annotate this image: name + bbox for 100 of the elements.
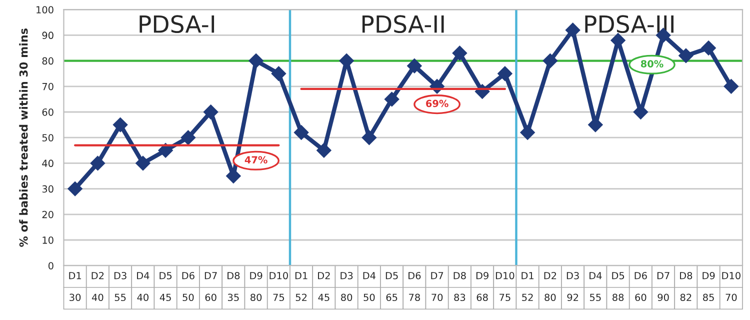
y-tick-label: 30 — [42, 185, 54, 193]
point — [316, 143, 332, 158]
x-tick-label: D4 — [590, 272, 602, 280]
x-tick-label: D9 — [476, 272, 488, 280]
data-label: 90 — [658, 294, 669, 302]
point — [498, 66, 512, 81]
x-tick-label: D1 — [522, 272, 534, 280]
data-label: 50 — [182, 294, 194, 302]
point — [633, 104, 648, 120]
data-label: 92 — [567, 294, 578, 302]
x-tick-label: D4 — [363, 272, 376, 280]
point — [90, 156, 106, 171]
data-label: 52 — [522, 294, 533, 302]
y-tick-label: 20 — [42, 210, 54, 218]
data-label: 80 — [250, 294, 262, 302]
point — [294, 125, 309, 140]
x-tick-label: D5 — [386, 272, 398, 280]
point — [520, 125, 535, 140]
point — [136, 156, 150, 171]
data-label: 47% — [244, 156, 268, 164]
data-label: 30 — [70, 294, 81, 302]
point — [248, 53, 264, 68]
point — [203, 104, 218, 120]
annotation: PDSA-I — [140, 15, 214, 33]
data-label: 45 — [160, 294, 171, 302]
data-label: 40 — [92, 294, 104, 302]
x-tick-label: D7 — [431, 272, 444, 280]
y-tick-label: 60 — [42, 108, 54, 116]
x-tick-label: D8 — [454, 272, 466, 280]
data-label: 35 — [228, 294, 239, 302]
x-tick-label: D2 — [318, 272, 330, 280]
x-tick-label: D2 — [544, 272, 556, 280]
y-tick-label: 40 — [42, 160, 54, 168]
x-tick-label: D8 — [680, 272, 692, 280]
data-label: 45 — [318, 294, 330, 302]
x-tick-label: D6 — [634, 272, 647, 280]
point — [407, 58, 422, 74]
data-label: 60 — [635, 294, 646, 302]
point — [112, 117, 128, 132]
data-label: 80 — [341, 294, 352, 302]
data-label: 75 — [500, 294, 510, 302]
data-label: 80 — [544, 294, 556, 302]
x-tick-label: D3 — [340, 272, 353, 280]
y-tick-label: 90 — [42, 32, 54, 40]
x-tick-label: D3 — [114, 272, 126, 280]
y-tick-label: 70 — [42, 82, 54, 90]
y-tick-label: 10 — [42, 236, 54, 244]
ref-line-label: 80% — [640, 60, 664, 68]
data-label: 70 — [432, 294, 443, 302]
x-tick-label: D1 — [295, 272, 308, 280]
y-tick-label: 80 — [42, 57, 54, 65]
point — [362, 130, 377, 145]
x-tick-label: D6 — [182, 272, 194, 280]
point — [180, 130, 196, 145]
x-tick-label: D4 — [137, 272, 150, 280]
data-label: 50 — [364, 294, 375, 302]
point — [271, 66, 286, 81]
data-label: 69% — [426, 100, 448, 108]
x-tick-label: D6 — [408, 272, 421, 280]
data-label: 65 — [386, 294, 398, 302]
data-label: 68 — [476, 294, 488, 302]
data-label: 83 — [454, 294, 466, 302]
x-tick-label: D1 — [69, 272, 81, 280]
x-tick-label: D3 — [566, 272, 579, 280]
point — [452, 46, 468, 61]
annotation: PDSA-III — [585, 15, 674, 33]
y-tick-label: 100 — [36, 6, 54, 14]
data-label: 88 — [612, 294, 624, 302]
point — [701, 40, 716, 56]
x-tick-label: D9 — [702, 272, 715, 280]
y-tick-label: 50 — [42, 134, 54, 142]
data-label: 55 — [114, 294, 126, 302]
x-tick-label: D10 — [722, 272, 740, 280]
data-label: 78 — [409, 294, 420, 302]
point — [68, 181, 82, 196]
point — [565, 22, 580, 38]
x-tick-label: D5 — [160, 272, 172, 280]
data-label: 60 — [205, 294, 216, 302]
x-tick-label: D2 — [92, 272, 104, 280]
x-tick-label: D7 — [204, 272, 217, 280]
y-axis-title: % of babies treated within 30 mins — [19, 28, 28, 247]
x-tick-label: D10 — [496, 272, 514, 280]
data-label: 70 — [726, 294, 737, 302]
data-label: 75 — [273, 294, 284, 302]
data-label: 40 — [137, 294, 148, 302]
data-label: 52 — [296, 294, 307, 302]
x-tick-label: D5 — [612, 272, 624, 280]
point — [678, 48, 694, 64]
y-tick-label: 0 — [48, 262, 54, 270]
point — [158, 143, 173, 158]
data-label: 85 — [703, 294, 714, 302]
x-tick-label: D7 — [657, 272, 670, 280]
point — [384, 92, 400, 107]
data-label: 55 — [590, 294, 601, 302]
annotation: PDSA-II — [362, 15, 444, 33]
x-tick-label: D8 — [228, 272, 240, 280]
point — [724, 79, 739, 94]
x-tick-label: D10 — [270, 272, 288, 280]
data-label: 82 — [680, 294, 692, 302]
x-tick-label: D9 — [250, 272, 262, 280]
